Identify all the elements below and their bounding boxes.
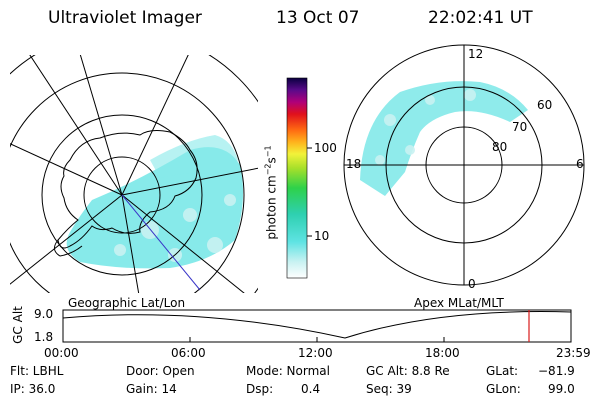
altitude-x-ticks xyxy=(62,337,572,342)
glon-value: 99.0 xyxy=(548,382,575,396)
altitude-xtick-0000: 00:00 xyxy=(44,346,79,360)
color-bar-label: photon cm−2s−1 xyxy=(263,145,279,240)
color-bar xyxy=(286,77,308,279)
time-label: 22:02:41 UT xyxy=(428,8,533,28)
color-bar-tick-10: 10 xyxy=(314,229,330,243)
mag-panel-caption: Apex MLat/MLT xyxy=(414,296,504,310)
dsp-label: Dsp: xyxy=(246,382,274,396)
mlt-label-0: 0 xyxy=(468,277,476,291)
altitude-xtick-1200: 12:00 xyxy=(298,346,333,360)
dsp-value: 0.4 xyxy=(301,382,321,396)
color-bar-tick-100: 100 xyxy=(314,141,337,155)
filter-status: Flt: LBHL xyxy=(10,364,64,378)
glat-value: −81.9 xyxy=(538,364,575,378)
altitude-xtick-0600: 06:00 xyxy=(171,346,206,360)
seq-status: Seq: 39 xyxy=(366,382,412,396)
mlt-label-12: 12 xyxy=(468,47,484,61)
geographic-map xyxy=(10,55,258,293)
altitude-xtick-1800: 18:00 xyxy=(425,346,460,360)
magnetic-map xyxy=(343,44,585,286)
glat-label: GLat: xyxy=(486,364,519,378)
mlt-label-18: 18 xyxy=(346,157,362,171)
date-label: 13 Oct 07 xyxy=(276,8,360,28)
coastline xyxy=(57,130,198,249)
ground-track xyxy=(121,194,201,291)
instrument-title: Ultraviolet Imager xyxy=(48,8,202,28)
altitude-ylabel: GC Alt xyxy=(11,306,25,344)
geo-panel-caption: Geographic Lat/Lon xyxy=(68,296,186,310)
altitude-xtick-2359: 23:59 xyxy=(556,346,591,360)
altitude-ytick-low: 1.8 xyxy=(34,330,54,344)
mlat-label-80: 80 xyxy=(492,140,508,154)
color-bar-ticks xyxy=(307,147,312,237)
aurora-emission-mag xyxy=(360,81,528,196)
mlat-label-70: 70 xyxy=(512,120,528,134)
mode-status: Mode: Normal xyxy=(246,364,330,378)
altitude-plot-frame xyxy=(62,309,572,343)
altitude-curve xyxy=(62,311,572,339)
gain-status: Gain: 14 xyxy=(126,382,177,396)
mlat-label-60: 60 xyxy=(537,98,553,112)
door-status: Door: Open xyxy=(126,364,195,378)
altitude-ytick-high: 9.0 xyxy=(34,307,54,321)
gc-alt-status: GC Alt: 8.8 Re xyxy=(366,364,450,378)
ip-status: IP: 36.0 xyxy=(10,382,56,396)
glon-label: GLon: xyxy=(486,382,521,396)
mlt-label-6: 6 xyxy=(576,157,584,171)
